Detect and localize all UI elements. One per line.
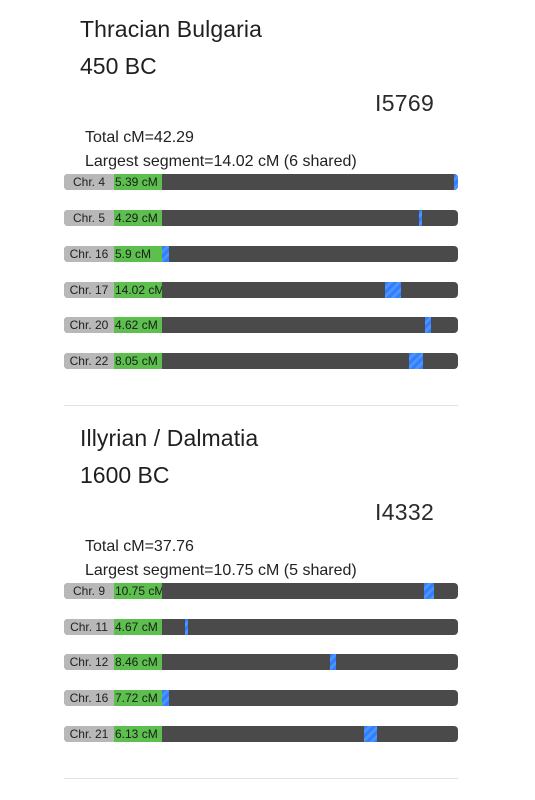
chromosome-row[interactable]: Chr. 16 5.9 cM [64,246,458,262]
chromosome-row[interactable]: Chr. 17 14.02 cM [64,282,458,298]
shared-segment [408,353,424,369]
chromosome-label: Chr. 17 [64,282,114,298]
region-title: Illyrian / Dalmatia [80,425,259,451]
chromosome-bar [64,726,458,742]
largest-segment: Largest segment=10.75 cM (5 shared) [85,562,357,579]
shared-segment [329,654,337,670]
segment-cm-label: 4.62 cM [114,317,162,333]
chromosome-bar [64,619,458,635]
largest-segment: Largest segment=14.02 cM (6 shared) [85,153,357,170]
section-divider [64,778,458,779]
shared-segment [423,583,435,599]
shared-segment [363,726,378,742]
chromosome-label: Chr. 16 [64,246,114,262]
chromosome-label: Chr. 21 [64,726,114,742]
segment-cm-label: 8.05 cM [114,353,162,369]
total-cm: Total cM=37.76 [85,538,194,555]
chromosome-row[interactable]: Chr. 16 7.72 cM [64,690,458,706]
shared-segment [185,619,189,635]
chromosome-label: Chr. 16 [64,690,114,706]
chromosome-bar [64,174,458,190]
chromosome-label: Chr. 9 [64,583,114,599]
chromosome-label: Chr. 5 [64,210,114,226]
chromosome-row[interactable]: Chr. 4 5.39 cM [64,174,458,190]
segment-cm-label: 5.39 cM [114,174,162,190]
segment-cm-label: 5.9 cM [114,246,162,262]
date-label: 1600 BC [80,462,170,488]
shared-segment [453,174,458,190]
chromosome-label: Chr. 12 [64,654,114,670]
chromosome-bar [64,654,458,670]
chromosome-row[interactable]: Chr. 22 8.05 cM [64,353,458,369]
chromosome-bar [64,353,458,369]
segment-cm-label: 4.29 cM [114,210,162,226]
chromosome-row[interactable]: Chr. 5 4.29 cM [64,210,458,226]
sample-id[interactable]: I4332 [375,499,435,525]
chromosome-bar [64,246,458,262]
chromosome-label: Chr. 4 [64,174,114,190]
segment-cm-label: 4.67 cM [114,619,162,635]
segment-cm-label: 6.13 cM [114,726,162,742]
segment-cm-label: 10.75 cM [114,583,162,599]
region-title: Thracian Bulgaria [80,16,262,42]
shared-segment [162,246,170,262]
total-cm: Total cM=42.29 [85,129,194,146]
date-label: 450 BC [80,53,157,79]
chromosome-label: Chr. 22 [64,353,114,369]
section-divider [64,405,458,406]
chromosome-row[interactable]: Chr. 11 4.67 cM [64,619,458,635]
chromosome-bar [64,583,458,599]
chromosome-label: Chr. 11 [64,619,114,635]
segment-cm-label: 8.46 cM [114,654,162,670]
sample-id[interactable]: I5769 [375,90,435,116]
shared-segment [162,690,170,706]
shared-segment [385,282,401,298]
chromosome-label: Chr. 20 [64,317,114,333]
shared-segment [418,210,422,226]
chromosome-bar [64,690,458,706]
chromosome-row[interactable]: Chr. 21 6.13 cM [64,726,458,742]
chromosome-row[interactable]: Chr. 20 4.62 cM [64,317,458,333]
shared-segment [425,317,431,333]
chromosome-bar [64,282,458,298]
chromosome-bar [64,317,458,333]
segment-cm-label: 14.02 cM [114,282,162,298]
chromosome-bar [64,210,458,226]
segment-cm-label: 7.72 cM [114,690,162,706]
chromosome-row[interactable]: Chr. 12 8.46 cM [64,654,458,670]
chromosome-row[interactable]: Chr. 9 10.75 cM [64,583,458,599]
